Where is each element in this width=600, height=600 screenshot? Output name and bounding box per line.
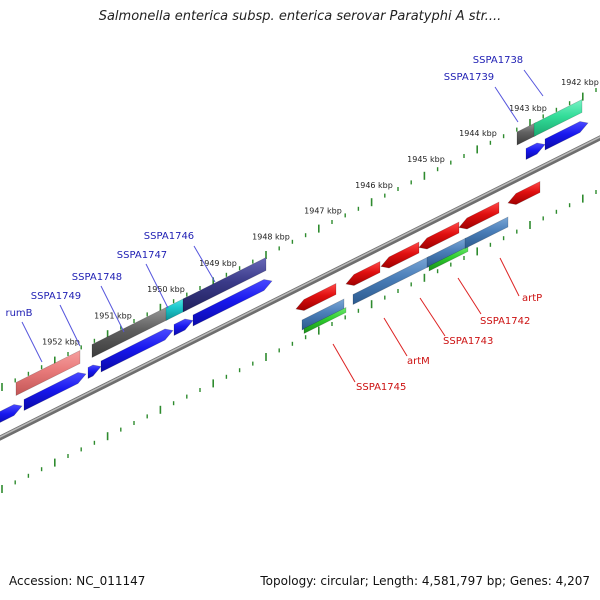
accession-text: Accession: NC_011147: [9, 574, 146, 588]
gene-label-rumB: rumB: [5, 308, 32, 319]
gene-label-SSPA1738: SSPA1738: [473, 55, 523, 66]
forward-cds-arrow: [525, 142, 546, 160]
gene-label-SSPA1743: SSPA1743: [443, 336, 493, 347]
forward-cds-arrow: [100, 328, 174, 373]
gene-label-SSPA1746-leader: [193, 245, 216, 283]
forward-cds-arrow: [0, 404, 23, 423]
gene-label-artM-leader: [383, 317, 408, 357]
rumB-gene-bar: [15, 350, 81, 396]
forward-cds-arrow: [192, 279, 273, 327]
reverse-cds-arrow: [507, 181, 541, 205]
gene-label-SSPA1742: SSPA1742: [480, 316, 530, 327]
gene-label-artP: artP: [522, 293, 542, 304]
forward-cds-arrow: [87, 364, 102, 379]
scale-label: 1952 kbp: [42, 338, 80, 347]
forward-cds-arrow: [544, 121, 589, 151]
gene-label-artP-leader: [499, 257, 520, 297]
scale-label: 1942 kbp: [561, 78, 599, 87]
SSPA1745-subbar: [303, 307, 347, 334]
gene-label-SSPA1746: SSPA1746: [144, 231, 194, 242]
gene-label-SSPA1738-leader: [523, 69, 544, 97]
gene-label-SSPA1742-leader: [457, 277, 482, 315]
gene-label-SSPA1745: SSPA1745: [356, 382, 406, 393]
scale-label: 1943 kbp: [509, 104, 547, 113]
SSPA1739-gene-bar: [516, 122, 537, 146]
gene-label-SSPA1749-leader: [59, 304, 81, 347]
scale-label: 1945 kbp: [407, 155, 445, 164]
SSPA1738-gene-bar: [533, 99, 583, 137]
backbone-line: [0, 135, 600, 441]
map-title: Salmonella enterica subsp. enterica sero…: [98, 9, 502, 24]
gene-label-SSPA1739: SSPA1739: [444, 72, 494, 83]
forward-cds-arrow: [23, 372, 87, 411]
reverse-cds-arrow: [458, 201, 500, 230]
gene-label-SSPA1748-leader: [100, 285, 125, 333]
SSPA1746-gene-bar: [182, 257, 267, 313]
scale-label: 1949 kbp: [199, 259, 237, 268]
backbone-highlight: [0, 136, 600, 438]
gene-label-rumB-leader: [21, 321, 43, 363]
gene-label-SSPA1747: SSPA1747: [117, 250, 167, 261]
gene-label-SSPA1747-leader: [145, 263, 169, 309]
scale-label: 1950 kbp: [147, 285, 185, 294]
scale-label: 1944 kbp: [459, 129, 497, 138]
scale-label: 1947 kbp: [304, 207, 342, 216]
scale-label: 1946 kbp: [355, 181, 393, 190]
gene-label-SSPA1749: SSPA1749: [31, 291, 81, 302]
gene-label-SSPA1739-leader: [494, 86, 519, 123]
artP-gene-bar: [464, 216, 509, 249]
scale-label: 1948 kbp: [252, 233, 290, 242]
SSPA1742-subbar: [428, 246, 469, 272]
topology-text: Topology: circular; Length: 4,581,797 bp…: [260, 574, 590, 588]
gene-label-SSPA1743-leader: [419, 297, 446, 337]
gene-label-SSPA1748: SSPA1748: [72, 272, 122, 283]
reverse-cds-arrow: [345, 261, 381, 286]
scale-label: 1951 kbp: [94, 312, 132, 321]
gene-label-SSPA1745-leader: [332, 343, 356, 383]
forward-cds-arrow: [173, 318, 194, 336]
gene-label-artM: artM: [407, 356, 430, 367]
reverse-cds-arrow: [295, 283, 337, 311]
